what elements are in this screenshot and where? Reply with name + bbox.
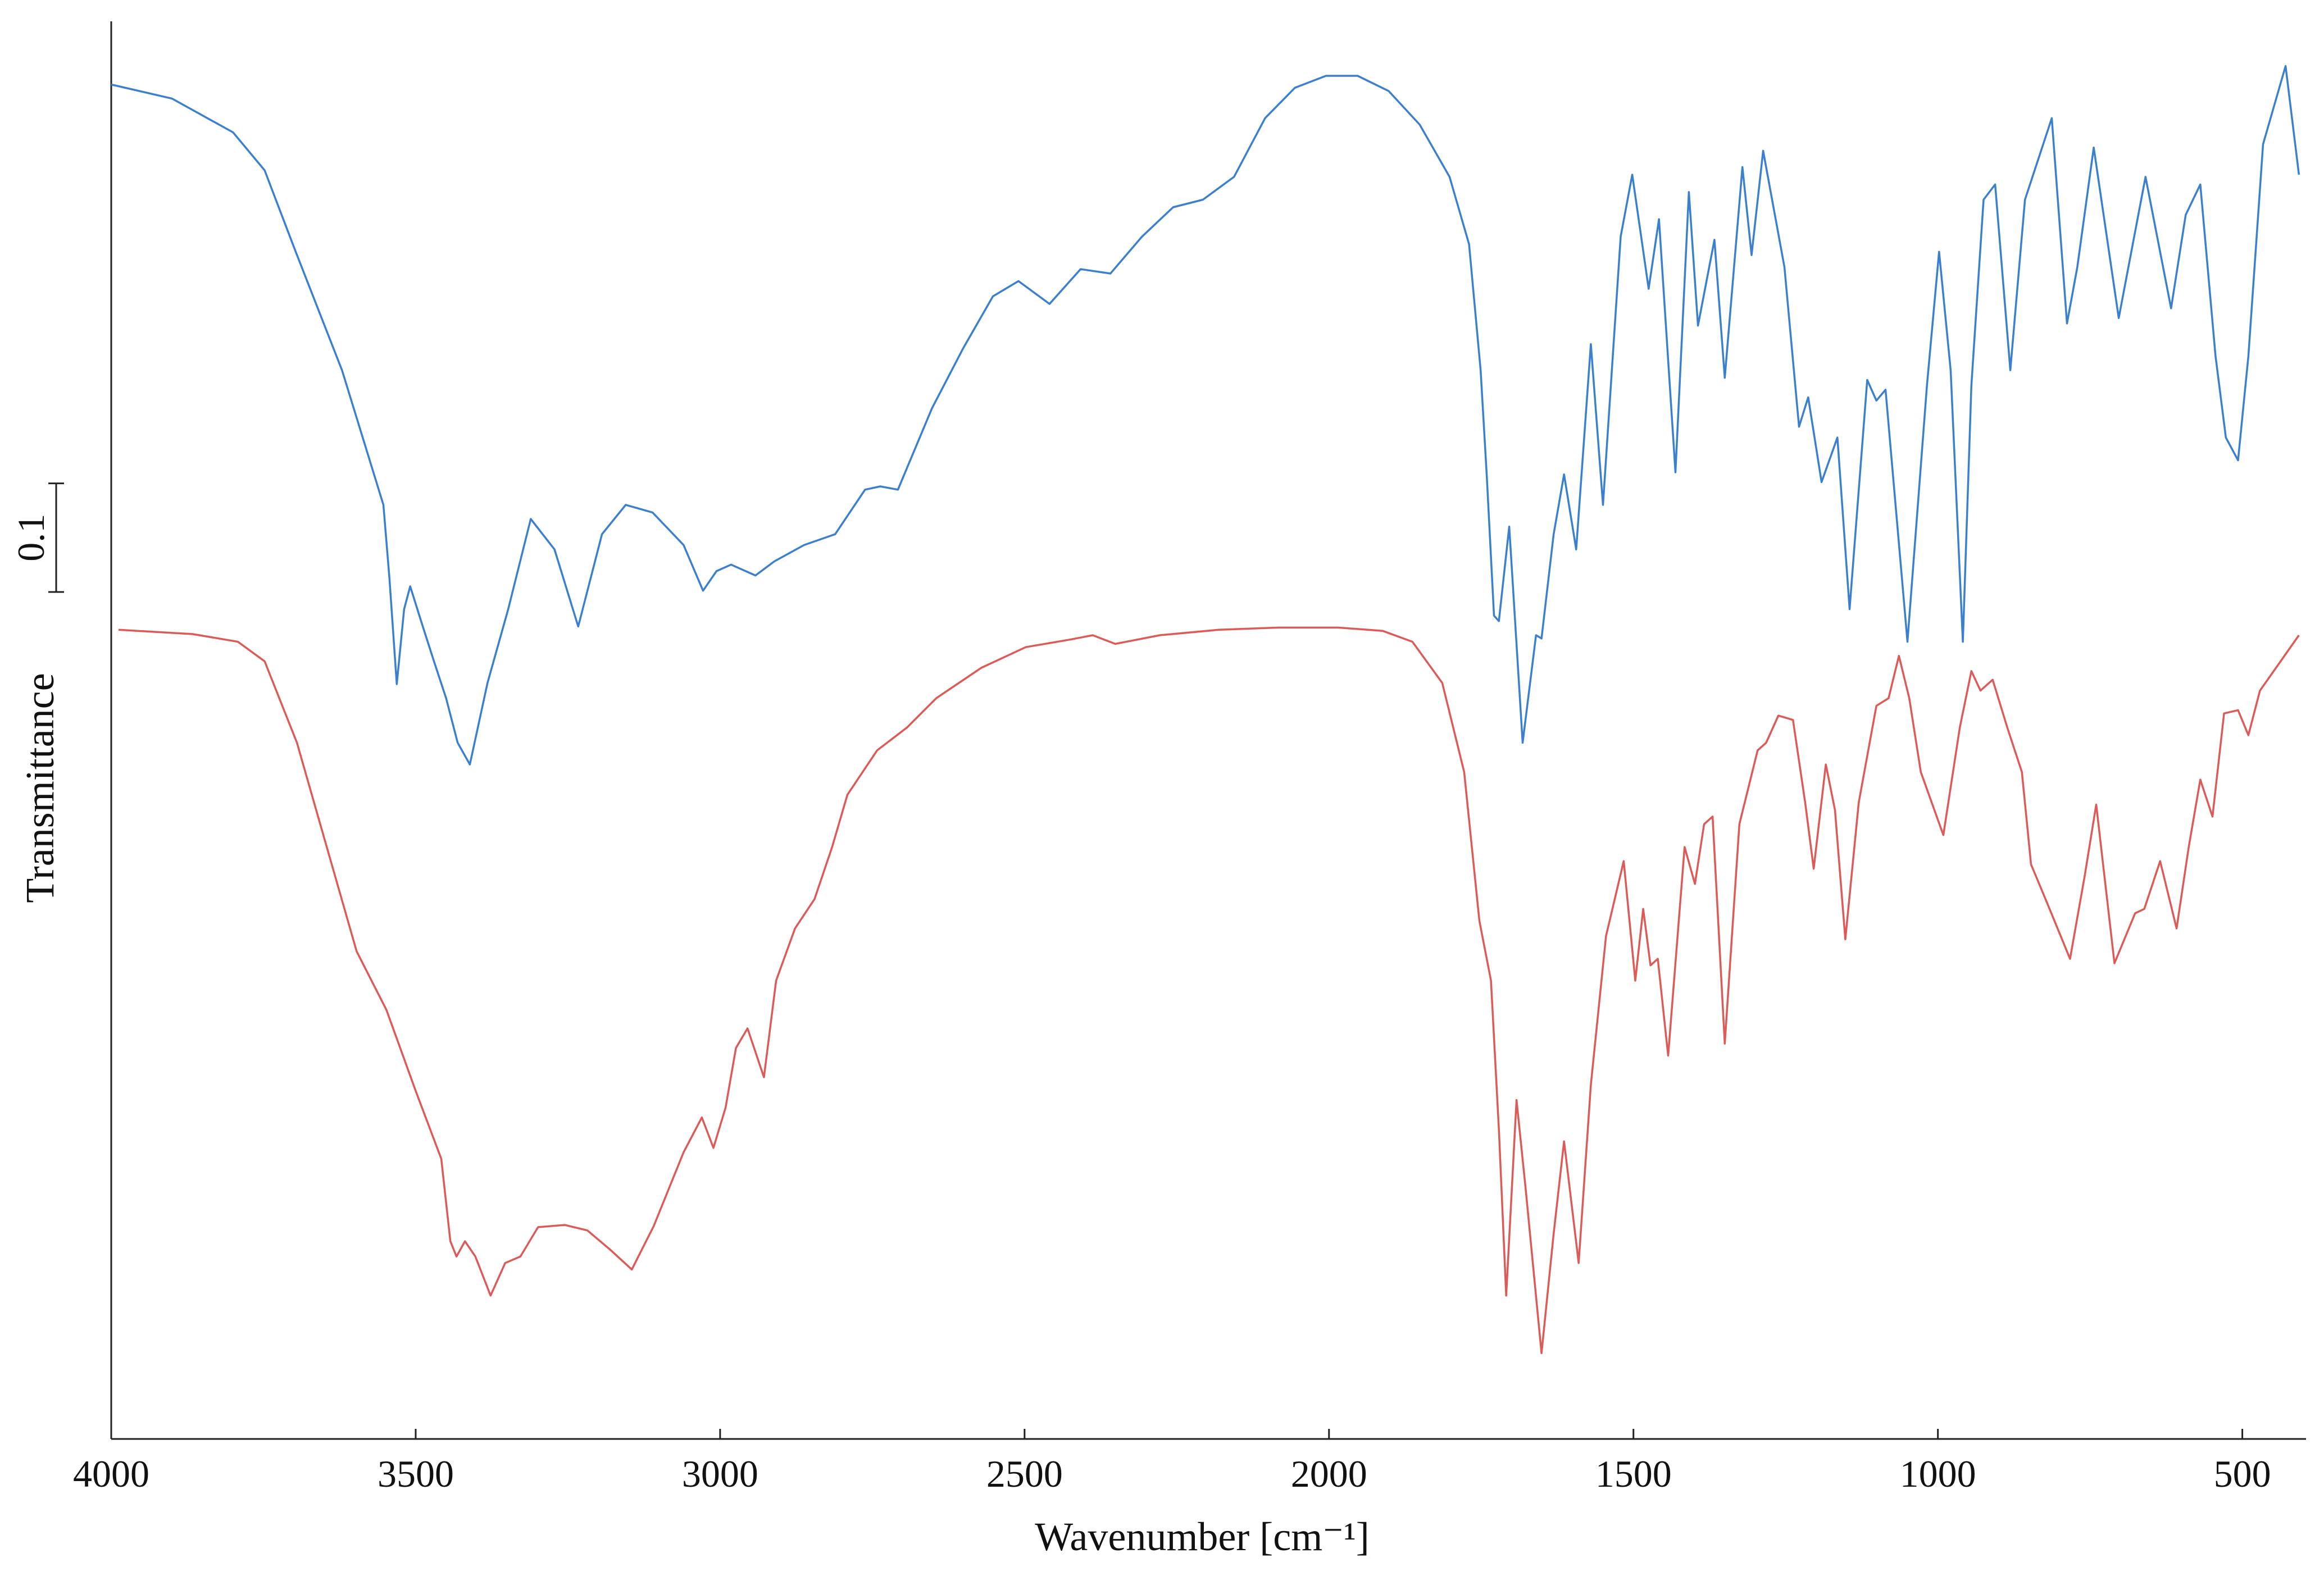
x-axis-label: Wavenumber [cm⁻¹] bbox=[1035, 1514, 1370, 1559]
spectrum-line bbox=[111, 65, 2300, 766]
x-tick-label: 3500 bbox=[378, 1452, 454, 1495]
x-tick-label: 3000 bbox=[682, 1452, 758, 1495]
x-tick-label: 500 bbox=[2214, 1452, 2271, 1495]
x-tick-label: 1000 bbox=[1900, 1452, 1976, 1495]
x-tick-label: 4000 bbox=[73, 1452, 149, 1495]
x-tick-label: 1500 bbox=[1595, 1452, 1672, 1495]
y-axis-label: Transmittance bbox=[17, 673, 62, 903]
x-tick-label: 2000 bbox=[1291, 1452, 1367, 1495]
spectrum-line bbox=[118, 626, 2300, 1354]
x-tick-label: 2500 bbox=[986, 1452, 1063, 1495]
scale-bar-label: 0.1 bbox=[10, 514, 52, 562]
